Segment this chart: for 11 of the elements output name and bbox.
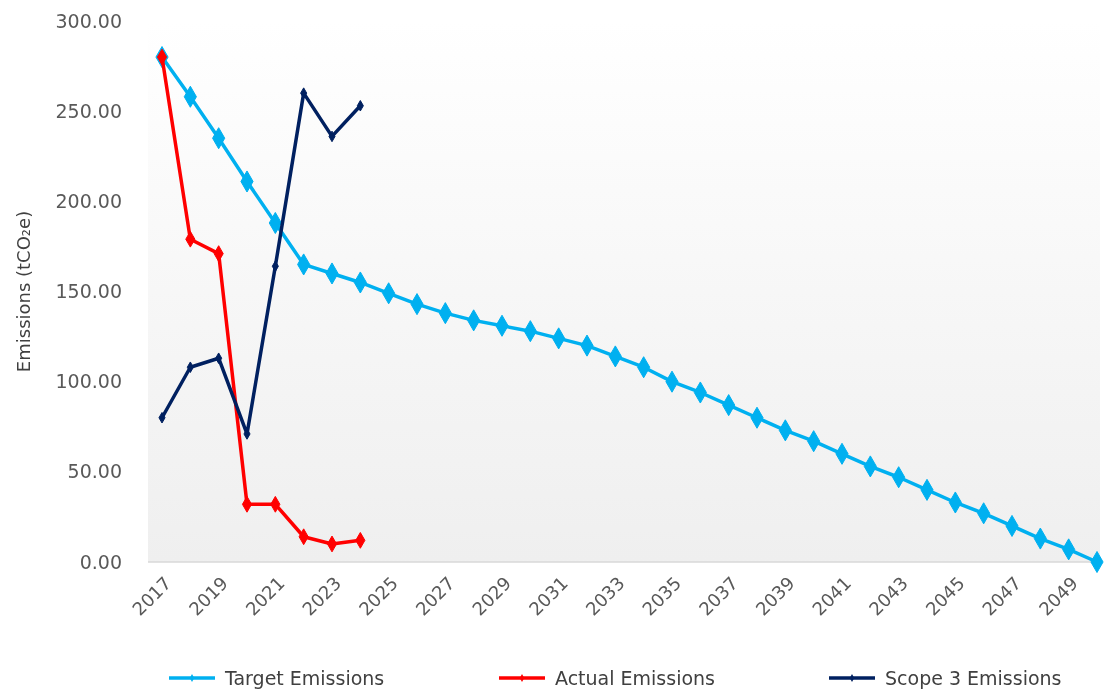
y-axis-title: Emissions (tCO₂e) bbox=[13, 210, 34, 373]
y-tick-label: 300.00 bbox=[55, 9, 122, 32]
y-tick-label: 250.00 bbox=[55, 99, 122, 122]
y-tick-label: 0.00 bbox=[79, 550, 122, 573]
y-tick-label: 100.00 bbox=[55, 370, 122, 393]
y-tick-label: 150.00 bbox=[55, 280, 122, 303]
legend-label: Actual Emissions bbox=[555, 666, 715, 689]
y-tick-label: 50.00 bbox=[67, 460, 122, 483]
y-tick-label: 200.00 bbox=[55, 189, 122, 212]
legend-label: Target Emissions bbox=[224, 666, 385, 689]
legend-label: Scope 3 Emissions bbox=[885, 666, 1062, 689]
